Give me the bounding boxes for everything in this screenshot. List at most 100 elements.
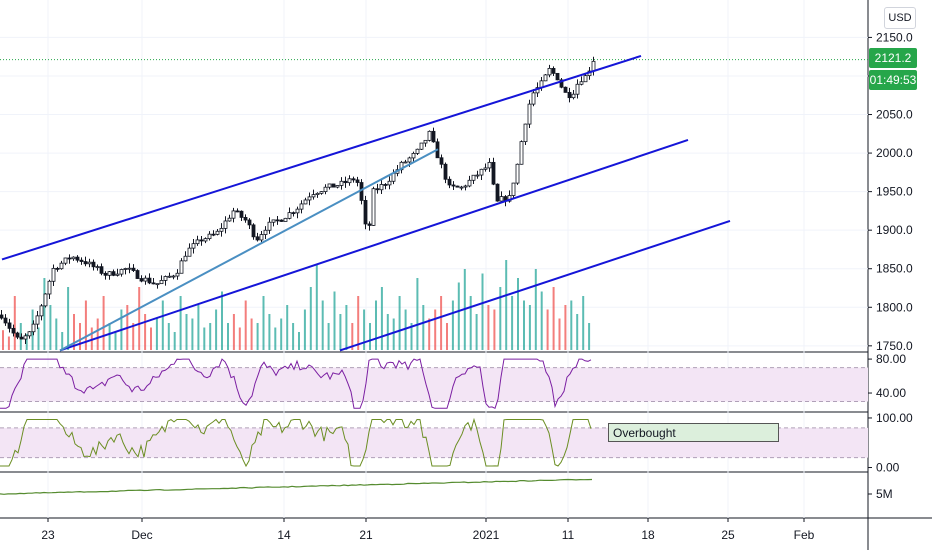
volume-bar <box>357 296 360 350</box>
candle-body <box>527 103 532 125</box>
candle-body <box>455 185 460 188</box>
candle-body <box>567 92 572 99</box>
y-tick-label: 2150.0 <box>876 30 913 44</box>
volume-bar <box>309 287 312 350</box>
volume-bar <box>517 278 519 350</box>
candle-body <box>235 210 240 213</box>
candle-body <box>35 315 40 325</box>
candle-body <box>175 272 180 277</box>
candle-body <box>311 194 316 198</box>
candle-body <box>147 277 152 284</box>
volume-bar <box>588 323 591 350</box>
volume-bar <box>2 330 4 350</box>
candle-body <box>247 219 252 226</box>
y-tick-label: 1750.0 <box>876 339 913 353</box>
candle-body <box>191 243 196 249</box>
y-tick-label: 40.00 <box>876 386 906 400</box>
upper-channel <box>1 54 642 261</box>
overbought-annotation[interactable]: Overbought <box>608 423 779 442</box>
volume-bar <box>250 318 253 350</box>
candle-body <box>203 238 208 242</box>
candle-body <box>167 275 172 278</box>
candle-body <box>79 259 84 262</box>
candle-body <box>135 270 140 279</box>
volume-bar <box>487 305 490 350</box>
volume-bar <box>185 314 188 350</box>
candle-body <box>347 178 352 184</box>
candle-body <box>575 83 580 95</box>
candle-body <box>0 314 4 319</box>
volume-bar <box>238 327 241 350</box>
volume-bar <box>546 309 549 350</box>
volume-bar <box>232 314 235 350</box>
volume-bar <box>570 300 573 350</box>
candle-body <box>159 280 164 285</box>
candle-body <box>371 188 376 226</box>
candle-body <box>219 227 224 232</box>
candle-body <box>343 180 348 184</box>
candle-body <box>183 255 188 262</box>
volume-bar <box>49 305 52 350</box>
candle-body <box>319 191 324 194</box>
volume-bar <box>416 278 419 350</box>
currency-badge[interactable]: USD <box>884 7 916 29</box>
candle-body <box>131 267 136 271</box>
candle-body <box>543 74 548 82</box>
volume-bar <box>203 327 206 350</box>
candle-body <box>303 199 308 205</box>
volume-bars <box>2 260 591 350</box>
candle-body <box>547 68 552 76</box>
candle-body <box>47 280 52 295</box>
candle-body <box>279 219 284 222</box>
volume-bar <box>262 296 265 350</box>
candle-body <box>351 178 356 181</box>
candle-body <box>239 210 244 218</box>
candle-body <box>143 277 148 282</box>
volume-bar <box>321 300 324 350</box>
volume-bar <box>43 278 46 350</box>
candle-body <box>579 81 584 85</box>
candle-body <box>55 267 60 270</box>
volume-bar <box>511 296 514 350</box>
candle-body <box>591 60 596 72</box>
volume-bar <box>298 332 300 350</box>
volume-bar <box>303 309 306 350</box>
x-tick-label: Dec <box>131 528 152 542</box>
volume-bar <box>84 300 87 350</box>
candle-body <box>95 266 100 269</box>
volume-bar <box>475 314 478 350</box>
volume-bar <box>37 327 40 350</box>
candle-body <box>107 271 112 276</box>
candle-body <box>423 139 428 144</box>
candle-body <box>291 212 296 215</box>
volume-bar <box>410 323 413 350</box>
candle-body <box>479 168 484 176</box>
channel-lines[interactable] <box>1 54 731 352</box>
volume-bar <box>173 332 176 350</box>
volume-bar <box>315 264 318 350</box>
volume-bar <box>244 300 247 350</box>
volume-bar <box>61 332 64 350</box>
candle-body <box>555 72 560 81</box>
volume-bar <box>268 314 271 350</box>
candle-body <box>383 184 388 186</box>
candle-body <box>63 257 68 264</box>
candle-body <box>367 223 372 226</box>
volume-bar <box>55 318 58 350</box>
candle-body <box>447 178 452 186</box>
candle-body <box>475 174 480 177</box>
volume-bar <box>440 296 443 350</box>
candle-body <box>299 203 304 210</box>
candle-body <box>411 153 416 159</box>
candle-body <box>207 233 212 240</box>
candle-body <box>335 185 340 188</box>
volume-bar <box>79 323 81 350</box>
volume-bar <box>25 333 28 350</box>
candle-body <box>267 221 272 231</box>
candle-body <box>91 261 96 268</box>
volume-bar <box>144 314 147 350</box>
candle-body <box>43 293 48 307</box>
volume-bar <box>150 327 152 350</box>
